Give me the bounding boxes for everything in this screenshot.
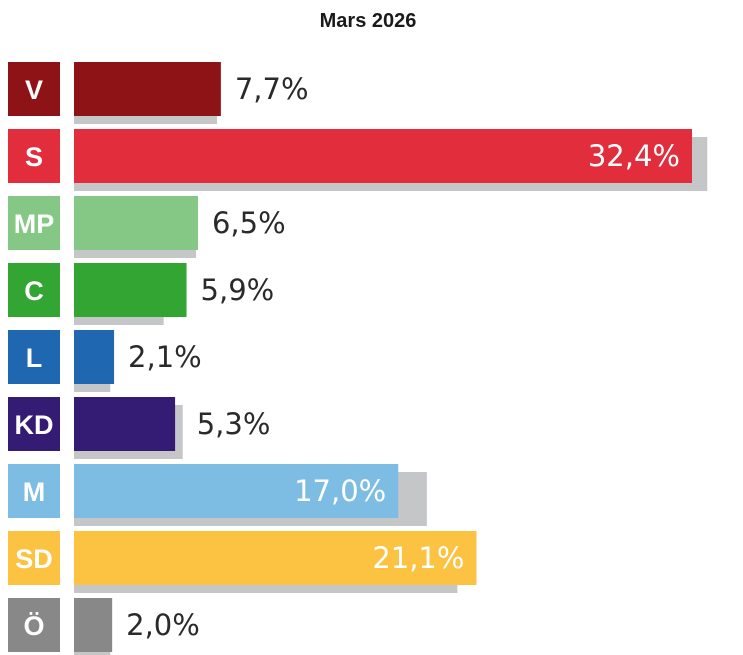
bar-6 xyxy=(74,464,399,518)
bar-0 xyxy=(74,62,221,116)
party-box-8 xyxy=(8,598,60,652)
party-box-5 xyxy=(8,397,60,451)
value-label-7: 21,1% xyxy=(372,541,464,575)
bar-1 xyxy=(74,129,692,183)
value-label-0: 7,7% xyxy=(235,72,309,106)
party-box-7 xyxy=(8,531,60,585)
chart-title: Mars 2026 xyxy=(320,10,417,32)
bar-3 xyxy=(74,263,187,317)
value-label-5: 5,3% xyxy=(197,407,271,441)
party-label-7: SD xyxy=(15,544,53,574)
party-box-4 xyxy=(8,330,60,384)
bar-8 xyxy=(74,598,113,652)
party-label-8: Ö xyxy=(23,611,44,641)
party-box-0 xyxy=(8,62,60,116)
value-label-8: 2,0% xyxy=(126,608,200,642)
party-label-6: M xyxy=(23,477,46,507)
value-label-3: 5,9% xyxy=(201,273,275,307)
party-label-3: C xyxy=(24,276,44,306)
party-label-1: S xyxy=(25,142,43,172)
party-box-2 xyxy=(8,196,60,250)
bar-4 xyxy=(74,330,115,384)
party-label-4: L xyxy=(26,343,43,373)
bar-rows: V 7,7% S 32,4% MP 6,5% C 5,9% L 2,1% KD 5,3% M 17,0% S… xyxy=(8,62,708,655)
value-label-4: 2,1% xyxy=(128,340,202,374)
party-label-5: KD xyxy=(15,410,54,440)
bar-7 xyxy=(74,531,477,585)
value-label-1: 32,4% xyxy=(588,139,680,173)
party-label-0: V xyxy=(25,75,43,105)
value-label-2: 6,5% xyxy=(212,206,286,240)
value-label-6: 17,0% xyxy=(294,474,386,508)
bar-5 xyxy=(74,397,176,451)
party-box-1 xyxy=(8,129,60,183)
party-box-6 xyxy=(8,464,60,518)
bar-2 xyxy=(74,196,198,250)
party-label-2: MP xyxy=(14,209,55,239)
party-box-3 xyxy=(8,263,60,317)
